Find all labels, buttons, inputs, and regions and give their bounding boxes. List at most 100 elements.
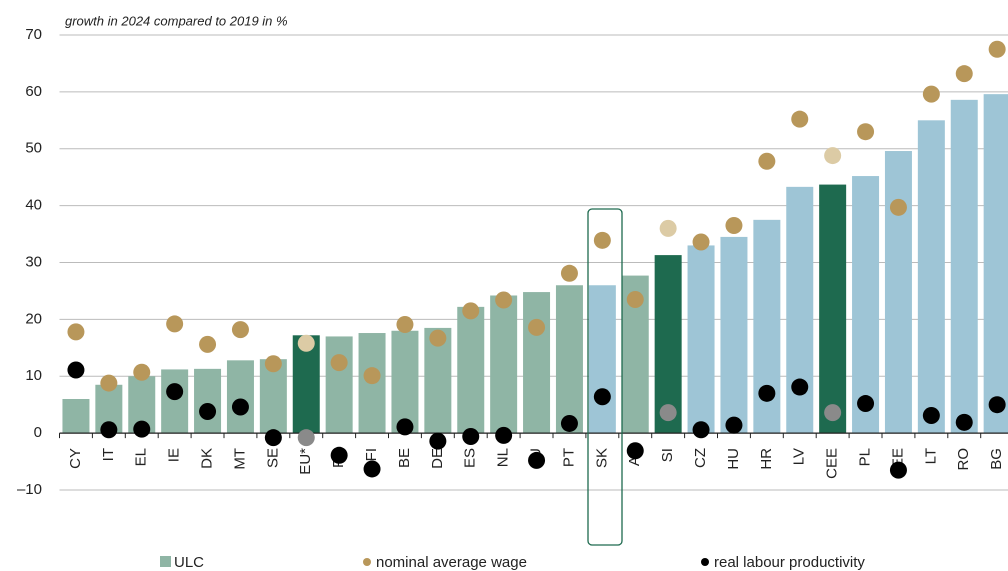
bar — [62, 399, 90, 434]
dot — [330, 354, 348, 372]
dot — [857, 123, 875, 141]
dot — [659, 404, 677, 422]
y-tick-label: 0 — [34, 424, 42, 441]
dot — [100, 374, 118, 392]
x-tick-label: DK — [199, 448, 216, 469]
dot — [231, 398, 249, 416]
y-tick-label: 50 — [25, 140, 42, 157]
y-tick-label: 40 — [25, 197, 42, 214]
dot — [363, 460, 381, 478]
dot — [264, 429, 282, 447]
bar — [852, 176, 880, 434]
dot — [692, 233, 710, 251]
dot — [100, 421, 118, 439]
dot — [429, 432, 447, 450]
dot — [462, 428, 480, 446]
dot — [166, 315, 184, 333]
dot — [528, 451, 546, 469]
dot — [495, 426, 513, 444]
bar — [161, 369, 189, 434]
dot — [758, 384, 776, 402]
bar — [884, 151, 912, 434]
legend-label: ULC — [174, 554, 204, 571]
bar — [457, 306, 485, 434]
dot — [791, 110, 809, 128]
y-tick-label: 20 — [25, 310, 42, 327]
dot — [330, 446, 348, 464]
dot — [626, 442, 644, 460]
bar — [950, 99, 978, 434]
dot — [264, 355, 282, 373]
dot — [889, 461, 907, 479]
x-tick-label: HU — [725, 448, 742, 470]
x-tick-label: CEE — [824, 448, 841, 479]
x-tick-label: ES — [462, 448, 479, 468]
dot — [692, 421, 710, 439]
y-tick-label: 60 — [25, 83, 42, 100]
dot — [363, 367, 381, 385]
x-tick-label: IE — [166, 448, 183, 462]
y-tick-label: 10 — [25, 367, 42, 384]
dot — [593, 231, 611, 249]
x-tick-label: NL — [495, 448, 512, 467]
dot — [396, 315, 414, 333]
dot — [955, 65, 973, 83]
dot — [297, 429, 315, 447]
bar — [391, 330, 419, 434]
x-tick-label: EL — [133, 448, 150, 466]
dot — [297, 334, 315, 352]
x-tick-label: EU* — [297, 448, 314, 475]
dot — [133, 363, 151, 381]
legend-swatch — [160, 556, 171, 567]
dot — [199, 403, 217, 421]
dot — [725, 416, 743, 434]
dot — [824, 147, 842, 165]
dot — [133, 420, 151, 438]
dot — [922, 85, 940, 103]
dot — [988, 40, 1006, 58]
dot — [659, 219, 677, 237]
bar — [786, 186, 814, 434]
dot — [166, 383, 184, 401]
bar — [555, 285, 583, 434]
dot — [231, 321, 249, 339]
x-tick-label: FI — [363, 448, 380, 461]
x-tick-label: CY — [67, 448, 84, 469]
dot — [791, 378, 809, 396]
x-tick-label: SE — [264, 448, 281, 468]
y-tick-label: 30 — [25, 253, 42, 270]
x-tick-label: SI — [659, 448, 676, 462]
dot — [758, 152, 776, 170]
bar — [687, 245, 715, 434]
y-tick-label: –10 — [17, 481, 42, 498]
legend-label: real labour productivity — [714, 554, 865, 571]
x-tick-label: MT — [231, 448, 248, 470]
bar — [654, 255, 682, 434]
dot — [67, 323, 85, 341]
dot — [495, 291, 513, 309]
legend-swatch — [363, 558, 371, 566]
dot — [857, 395, 875, 413]
dot — [429, 329, 447, 347]
x-tick-label: CZ — [692, 448, 709, 468]
highlight-box — [587, 208, 623, 546]
bar — [325, 336, 353, 434]
bar — [523, 292, 551, 434]
dot — [824, 404, 842, 422]
bar — [819, 184, 847, 434]
legend-label: nominal average wage — [376, 554, 527, 571]
x-tick-label: PT — [560, 448, 577, 467]
x-tick-label: RO — [955, 448, 972, 471]
x-tick-label: PL — [857, 448, 874, 466]
bar — [983, 94, 1008, 434]
bar — [917, 120, 945, 434]
dot — [67, 361, 85, 379]
dot — [199, 335, 217, 353]
dot — [396, 418, 414, 436]
dot — [889, 198, 907, 216]
dot — [955, 413, 973, 431]
y-tick-label: 70 — [25, 26, 42, 43]
x-tick-label: HR — [758, 448, 775, 470]
bar — [588, 285, 616, 434]
